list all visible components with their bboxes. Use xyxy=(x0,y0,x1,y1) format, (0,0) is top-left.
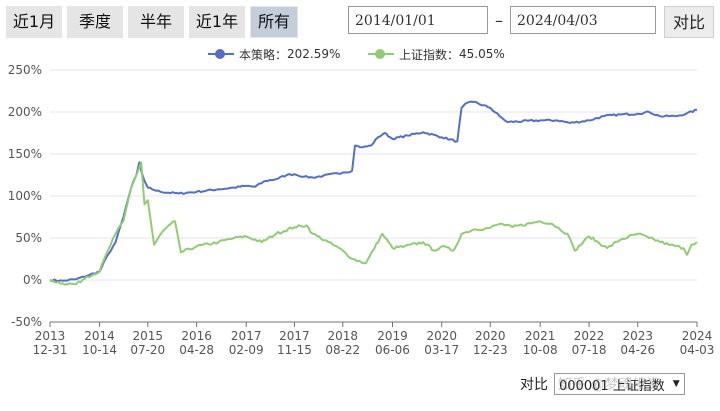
x-tick-label: 2018 xyxy=(327,329,358,343)
compare-index-select[interactable]: 000001 上证指数 ▼ xyxy=(554,373,685,395)
x-tick-label: 2014 xyxy=(84,329,115,343)
x-tick-label: 10-08 xyxy=(523,343,558,357)
x-tick-label: 2022 xyxy=(574,329,605,343)
x-tick-label: 2023 xyxy=(622,329,653,343)
compare-selector-bar: 对比 000001 上证指数 ▼ xyxy=(520,372,685,396)
legend-value-index: 45.05% xyxy=(459,47,505,61)
series-line-strategy xyxy=(49,100,697,283)
watermark: 知乎 @梦魂投资 xyxy=(558,377,661,393)
y-tick-label: 150% xyxy=(8,147,42,161)
legend-line-icon-index xyxy=(368,47,394,61)
grid-layer xyxy=(50,69,697,323)
x-tick-label: 04-28 xyxy=(179,343,214,357)
legend-label-index: 上证指数 xyxy=(399,47,448,62)
x-tick-label: 2021 xyxy=(525,329,556,343)
range-1-month-button[interactable]: 近1月 xyxy=(6,6,62,38)
y-tick-label: 50% xyxy=(15,231,42,245)
x-tick-label: 2017 xyxy=(231,329,262,343)
x-tick-label: 2020 xyxy=(475,329,506,343)
x-tick-label: 12-31 xyxy=(33,343,68,357)
compare-label: 对比 xyxy=(520,377,548,393)
x-tick-label: 2016 xyxy=(181,329,212,343)
chart-legend: 本策略： 202.59% 上证指数： 45.05% xyxy=(0,45,720,63)
x-tick-label: 03-17 xyxy=(424,343,459,357)
compare-button[interactable]: 对比 xyxy=(664,6,714,38)
x-tick-label: 07-18 xyxy=(572,343,607,357)
x-tick-label: 12-23 xyxy=(473,343,508,357)
legend-item-strategy[interactable]: 本策略： 202.59% xyxy=(208,45,340,63)
y-tick-label: 250% xyxy=(8,63,42,77)
range-half-year-button[interactable]: 半年 xyxy=(128,6,184,38)
x-tick-label: 2015 xyxy=(132,329,163,343)
x-tick-label: 2024 xyxy=(682,329,713,343)
series-layer xyxy=(49,100,698,286)
x-tick-label: 2017 xyxy=(279,329,310,343)
x-tick-label: 06-06 xyxy=(375,343,410,357)
compare-index-selected: 000001 上证指数 xyxy=(559,378,665,394)
chevron-down-icon: ▼ xyxy=(672,379,680,389)
x-tick-label: 07-20 xyxy=(130,343,165,357)
x-tick-label: 2019 xyxy=(377,329,408,343)
x-tick-label: 02-09 xyxy=(229,343,264,357)
x-tick-label: 10-14 xyxy=(82,343,117,357)
x-tick-label: 04-03 xyxy=(680,343,715,357)
legend-label-strategy: 本策略 xyxy=(239,47,276,62)
y-tick-label: 100% xyxy=(8,189,42,203)
end-date-input[interactable]: 2024/04/03 xyxy=(510,6,656,34)
range-1-year-button[interactable]: 近1年 xyxy=(189,6,245,38)
start-date-input[interactable]: 2014/01/01 xyxy=(348,6,488,34)
x-tick-label: 04-26 xyxy=(620,343,655,357)
y-axis: -50% 0% 50% 100% 150% 200% 250% xyxy=(8,63,42,329)
y-tick-label: 0% xyxy=(23,273,42,287)
x-tick-label: 08-22 xyxy=(325,343,360,357)
legend-value-strategy: 202.59% xyxy=(287,47,341,61)
range-quarter-button[interactable]: 季度 xyxy=(67,6,123,38)
series-line-index xyxy=(49,161,698,286)
date-range-separator: – xyxy=(495,11,503,30)
x-tick-label: 11-15 xyxy=(277,343,312,357)
legend-item-index[interactable]: 上证指数： 45.05% xyxy=(368,45,505,63)
x-tick-label: 2020 xyxy=(426,329,457,343)
range-all-button[interactable]: 所有 xyxy=(250,6,298,38)
legend-line-icon-strategy xyxy=(208,47,234,61)
y-tick-label: 200% xyxy=(8,105,42,119)
x-tick-label: 2013 xyxy=(35,329,66,343)
y-tick-label: -50% xyxy=(11,315,42,329)
